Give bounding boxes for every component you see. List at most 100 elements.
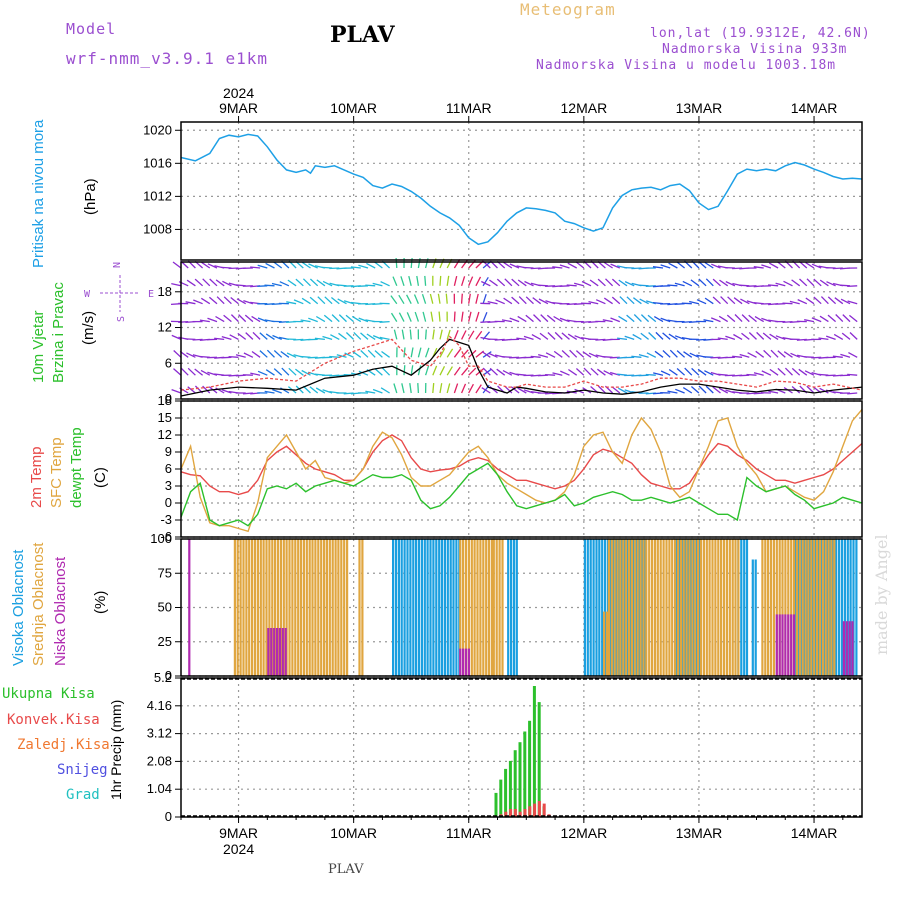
- cloud-mid-bar: [470, 539, 473, 676]
- precip-conv-bar: [542, 803, 546, 817]
- wind-arrow: [468, 311, 472, 322]
- cloud-mid-bar: [297, 539, 300, 676]
- precip-conv-bar: [523, 809, 527, 817]
- wind-arrow: [698, 385, 707, 394]
- wind-arrow: [259, 332, 268, 340]
- wind-arrow: [813, 296, 822, 305]
- wind-arrow: [400, 276, 405, 287]
- wind-arrow: [406, 294, 412, 304]
- cloud-mid-bar: [714, 539, 717, 676]
- wind-arrow: [372, 388, 383, 394]
- wind-arrow: [446, 366, 453, 376]
- wind-arrow: [280, 350, 290, 358]
- wind-arrow: [287, 279, 297, 287]
- wind-arrow: [554, 331, 563, 340]
- cloud-low-bar: [276, 628, 279, 676]
- wind-arrow: [684, 367, 693, 376]
- y-tick-label: -6: [160, 529, 172, 544]
- cloud-mid-bar: [323, 539, 326, 676]
- precip-conv-bar: [518, 811, 522, 817]
- cloud-mid-bar: [459, 539, 462, 676]
- wind-arrow: [583, 367, 592, 376]
- wind-arrow: [559, 285, 570, 287]
- cloud-low-bar: [284, 628, 287, 676]
- cloud-mid-bar: [731, 539, 734, 676]
- y-tick-label: 12: [158, 320, 172, 335]
- wind-arrow: [580, 302, 592, 305]
- cloud-low-bar: [270, 628, 273, 676]
- wind-arrow: [446, 329, 451, 340]
- wind-arrow: [439, 383, 443, 394]
- wind-arrow: [597, 385, 606, 394]
- cloud-mid-bar: [699, 539, 703, 676]
- wind-arrow: [768, 284, 779, 287]
- wind-arrow: [697, 368, 707, 376]
- wind-arrow: [264, 284, 275, 287]
- cloud-mid-bar: [305, 539, 308, 676]
- wind-arrow: [711, 263, 721, 269]
- cloud-high-bar: [512, 539, 516, 676]
- wind-arrow: [553, 350, 563, 358]
- top-day-label: 13MAR: [676, 100, 723, 116]
- wind-arrow: [747, 352, 757, 358]
- cloud-high-bar: [515, 539, 518, 676]
- cloud-mid-bar: [682, 539, 685, 676]
- cloud-mid-bar: [282, 539, 285, 676]
- wind-arrow: [245, 332, 254, 340]
- wind-arrow: [481, 280, 491, 287]
- wind-arrow: [799, 278, 808, 287]
- model-name: wrf-nmm_v3.9.1 e1km: [66, 49, 269, 68]
- wind-arrow: [358, 317, 369, 323]
- wind-arrow: [669, 349, 678, 358]
- wind-arrow: [496, 368, 506, 376]
- wind-arrow: [847, 285, 858, 288]
- wind-arrow: [532, 297, 542, 305]
- y-tick-label: 0: [165, 809, 172, 824]
- wind-arrow: [517, 387, 527, 394]
- wind-arrow: [638, 374, 649, 377]
- cloud-low-bar: [781, 614, 784, 676]
- precip-conv-label: Konvek.Kisa: [7, 712, 100, 728]
- cloud-mid-bar: [607, 539, 610, 676]
- cloud-high-bar: [604, 539, 607, 676]
- wind-arrow: [372, 282, 383, 287]
- wind-arrow: [221, 335, 232, 341]
- wind-arrow: [561, 332, 570, 340]
- cloud-mid-bar: [331, 539, 334, 676]
- wind-arrow: [597, 278, 606, 287]
- wind-arrow: [595, 338, 606, 341]
- precip-total-bar: [518, 742, 522, 817]
- wind-arrow: [712, 386, 721, 394]
- cloud-mid-bar: [702, 539, 705, 676]
- cloud-high-bar: [415, 539, 418, 676]
- wind-arrow: [826, 281, 836, 287]
- lonlat-text: lon,lat (19.9312E, 42.6N): [650, 26, 871, 41]
- wind-arrow: [640, 332, 650, 340]
- cloud-high-bar: [423, 539, 426, 676]
- wind-arrow: [374, 261, 383, 269]
- wind-arrow: [309, 278, 319, 287]
- cloud-low-bar: [778, 614, 781, 676]
- wind-arrow: [360, 332, 369, 340]
- wind-arrow: [322, 280, 333, 287]
- wind-arrow: [509, 356, 520, 359]
- bottom-day-label: 9MAR: [219, 825, 258, 841]
- wind-arrow: [424, 329, 427, 340]
- wind-arrow: [631, 355, 642, 358]
- wind-arrow: [468, 330, 475, 340]
- wind-arrow: [798, 368, 808, 376]
- wind-arrow: [430, 311, 434, 322]
- cloud-mid-bar: [245, 539, 248, 676]
- wind-arrow: [381, 350, 390, 358]
- wind-arrow: [769, 368, 779, 376]
- wind-arrow: [710, 356, 721, 359]
- cloud-mid-bar: [824, 539, 827, 676]
- wind-arrow: [496, 278, 506, 287]
- cloud-high-bar: [846, 539, 849, 676]
- cloud-high-bar: [409, 539, 412, 676]
- wind-arrow: [171, 282, 182, 287]
- y-tick-label: 9: [165, 444, 172, 459]
- cloud-mid-bar: [343, 539, 346, 676]
- precip-conv-bar: [528, 806, 532, 817]
- y-tick-label: 75: [158, 565, 172, 580]
